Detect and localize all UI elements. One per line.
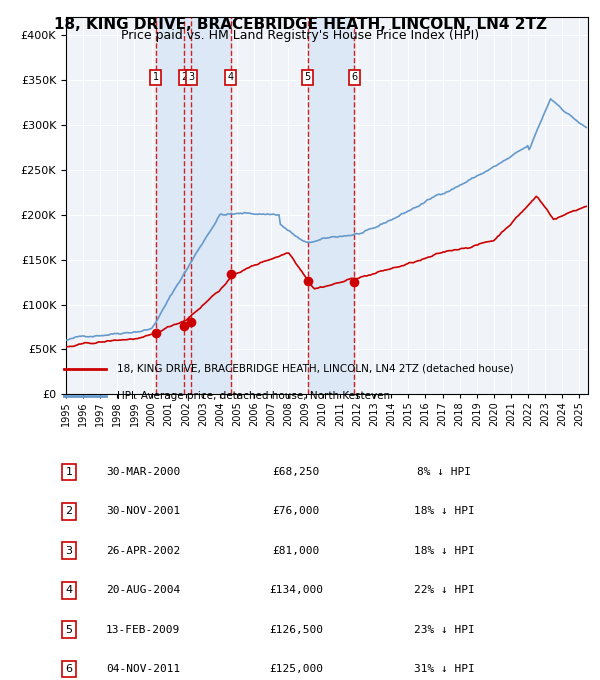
Bar: [308, 17, 354, 394]
Text: 1: 1: [153, 72, 159, 82]
Text: 26-APR-2002: 26-APR-2002: [106, 546, 180, 556]
Text: 4: 4: [65, 585, 73, 595]
Text: 22% ↓ HPI: 22% ↓ HPI: [413, 585, 475, 595]
Text: £76,000: £76,000: [272, 507, 320, 516]
Text: 1: 1: [65, 467, 73, 477]
Text: 31% ↓ HPI: 31% ↓ HPI: [413, 664, 475, 674]
Text: 5: 5: [305, 72, 311, 82]
Text: 6: 6: [65, 664, 73, 674]
Text: 3: 3: [188, 72, 194, 82]
Text: 3: 3: [65, 546, 73, 556]
Text: 18% ↓ HPI: 18% ↓ HPI: [413, 507, 475, 516]
Text: 2: 2: [65, 507, 73, 516]
Text: 8% ↓ HPI: 8% ↓ HPI: [417, 467, 471, 477]
Text: 23% ↓ HPI: 23% ↓ HPI: [413, 625, 475, 634]
Bar: [184, 17, 191, 394]
Text: 13-FEB-2009: 13-FEB-2009: [106, 625, 180, 634]
Text: 5: 5: [65, 625, 73, 634]
Text: 18, KING DRIVE, BRACEBRIDGE HEATH, LINCOLN, LN4 2TZ: 18, KING DRIVE, BRACEBRIDGE HEATH, LINCO…: [53, 17, 547, 32]
Bar: [191, 17, 231, 394]
Text: £68,250: £68,250: [272, 467, 320, 477]
Text: 2: 2: [181, 72, 188, 82]
Text: £125,000: £125,000: [269, 664, 323, 674]
Text: 4: 4: [228, 72, 234, 82]
Text: £126,500: £126,500: [269, 625, 323, 634]
Text: 30-NOV-2001: 30-NOV-2001: [106, 507, 180, 516]
Text: 18% ↓ HPI: 18% ↓ HPI: [413, 546, 475, 556]
Bar: [156, 17, 184, 394]
Text: 04-NOV-2011: 04-NOV-2011: [106, 664, 180, 674]
Text: HPI: Average price, detached house, North Kesteven: HPI: Average price, detached house, Nort…: [116, 391, 390, 401]
Text: 20-AUG-2004: 20-AUG-2004: [106, 585, 180, 595]
Text: £134,000: £134,000: [269, 585, 323, 595]
Text: Price paid vs. HM Land Registry's House Price Index (HPI): Price paid vs. HM Land Registry's House …: [121, 29, 479, 42]
Text: 6: 6: [351, 72, 357, 82]
Text: 30-MAR-2000: 30-MAR-2000: [106, 467, 180, 477]
Text: £81,000: £81,000: [272, 546, 320, 556]
Text: 18, KING DRIVE, BRACEBRIDGE HEATH, LINCOLN, LN4 2TZ (detached house): 18, KING DRIVE, BRACEBRIDGE HEATH, LINCO…: [116, 364, 514, 374]
